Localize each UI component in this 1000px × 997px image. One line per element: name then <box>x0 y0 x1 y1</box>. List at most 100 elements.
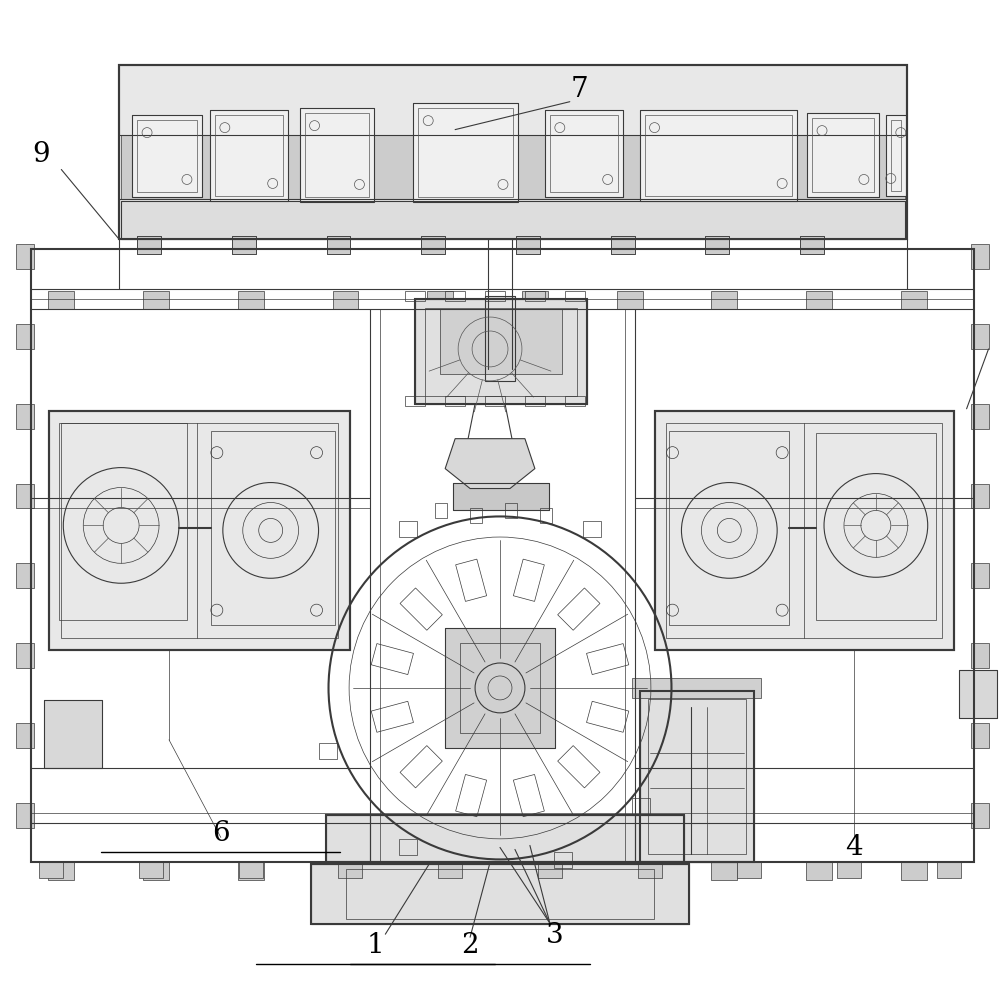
Bar <box>137 236 161 254</box>
Bar <box>405 396 425 406</box>
Bar <box>413 103 518 202</box>
Bar <box>617 862 643 880</box>
Bar <box>886 115 906 196</box>
Bar <box>121 201 905 239</box>
Bar <box>901 291 927 309</box>
Bar <box>16 803 34 828</box>
Bar <box>16 723 34 748</box>
Bar <box>427 291 453 309</box>
Bar <box>807 113 879 197</box>
Bar <box>806 291 832 309</box>
Bar <box>415 299 587 404</box>
Polygon shape <box>445 439 535 489</box>
Bar <box>640 691 754 862</box>
Bar <box>807 113 879 197</box>
Bar <box>971 484 989 508</box>
Bar <box>525 396 545 406</box>
Bar <box>711 862 737 880</box>
Bar <box>399 521 417 537</box>
Bar <box>326 815 684 862</box>
Bar <box>638 862 662 878</box>
Bar <box>440 309 562 374</box>
Bar <box>540 508 552 523</box>
Bar <box>48 862 74 880</box>
Bar <box>806 862 832 880</box>
Bar <box>453 483 549 510</box>
Text: 2: 2 <box>461 932 479 959</box>
Bar <box>48 291 74 309</box>
Bar <box>16 563 34 588</box>
Bar <box>139 862 163 878</box>
Bar <box>16 643 34 668</box>
Bar <box>901 862 927 880</box>
Bar <box>554 852 572 868</box>
Bar <box>971 803 989 828</box>
Bar <box>319 743 337 759</box>
Bar <box>959 670 997 718</box>
Bar <box>215 115 283 196</box>
Bar <box>971 324 989 349</box>
Bar <box>413 103 518 202</box>
Text: 4: 4 <box>845 833 863 861</box>
Bar <box>505 503 517 518</box>
Bar <box>405 291 425 301</box>
Bar <box>143 862 169 880</box>
Bar <box>583 521 601 537</box>
Text: 3: 3 <box>546 921 564 949</box>
Bar <box>632 678 761 698</box>
Bar <box>326 815 684 862</box>
Bar <box>421 236 445 254</box>
Bar <box>516 236 540 254</box>
Bar <box>522 291 548 309</box>
Bar <box>119 65 907 239</box>
Text: 6: 6 <box>212 821 230 847</box>
Bar <box>143 291 169 309</box>
Bar <box>311 864 689 924</box>
Bar <box>338 862 362 878</box>
Bar <box>427 862 453 880</box>
Bar <box>545 110 623 197</box>
Bar <box>705 236 729 254</box>
Bar <box>31 249 974 862</box>
Bar <box>137 236 161 254</box>
Bar <box>421 236 445 254</box>
Bar <box>959 670 997 718</box>
Bar <box>300 108 374 202</box>
Bar <box>666 423 942 638</box>
Bar <box>210 110 288 201</box>
Bar <box>44 700 102 768</box>
Bar <box>49 411 350 650</box>
Bar <box>655 411 954 650</box>
Bar <box>816 433 936 620</box>
Bar <box>61 423 338 638</box>
Bar <box>445 628 555 748</box>
Bar <box>645 115 792 196</box>
Bar <box>617 291 643 309</box>
Bar <box>632 798 650 814</box>
Bar <box>327 236 350 254</box>
Bar <box>305 113 369 197</box>
Bar <box>971 404 989 429</box>
Bar <box>550 115 618 192</box>
Bar <box>485 291 505 301</box>
Bar <box>418 108 513 197</box>
Bar <box>971 563 989 588</box>
Bar <box>485 296 515 381</box>
Bar <box>445 628 555 748</box>
Bar <box>438 862 462 878</box>
Bar <box>886 115 906 196</box>
Bar <box>238 291 264 309</box>
Bar <box>232 236 256 254</box>
Bar <box>516 236 540 254</box>
Bar <box>445 396 465 406</box>
Bar <box>399 838 417 854</box>
Bar <box>121 201 905 239</box>
Bar <box>971 244 989 269</box>
Bar <box>415 299 587 404</box>
Bar <box>705 236 729 254</box>
Bar <box>425 308 577 396</box>
Bar <box>132 115 202 197</box>
Bar <box>16 404 34 429</box>
Bar <box>669 431 789 625</box>
Bar <box>812 118 874 192</box>
